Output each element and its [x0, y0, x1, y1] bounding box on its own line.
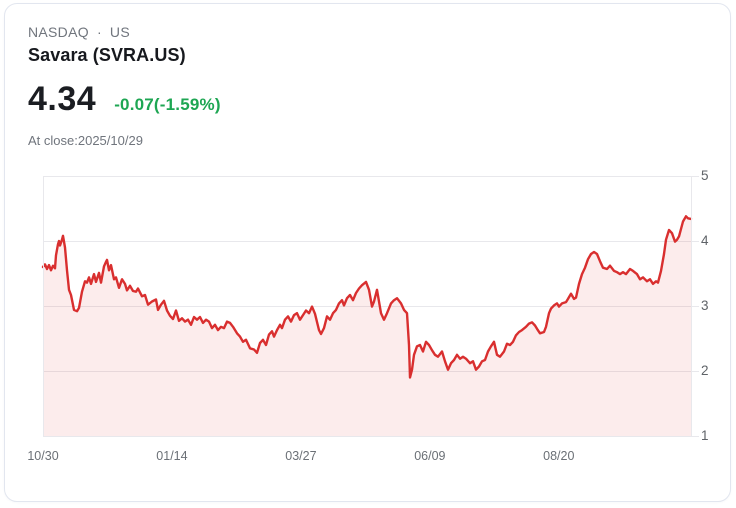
x-tick-label-06/09: 06/09: [414, 449, 446, 463]
y-tick-label-2: 2: [701, 363, 709, 378]
price-change: -0.07(-1.59%): [114, 95, 221, 114]
quote-header: NASDAQ · US Savara (SVRA.US) 4.34 -0.07(…: [5, 4, 730, 148]
plot-right-border: [691, 176, 692, 436]
plot-left-border: [43, 176, 44, 436]
price-series-svg: [41, 215, 693, 436]
price-row: 4.34 -0.07(-1.59%): [28, 82, 730, 116]
y-tick-label-1: 1: [701, 428, 709, 443]
region-label: US: [109, 24, 130, 40]
price-chart: 5 4 3 2 1 10/30 01/14 03/27 06/09 08/20: [27, 168, 729, 476]
grid-line-2: [43, 370, 699, 372]
x-tick-label-01/14: 01/14: [156, 449, 188, 463]
quote-card: NASDAQ · US Savara (SVRA.US) 4.34 -0.07(…: [4, 3, 731, 502]
x-tick-label-08/20: 08/20: [543, 449, 575, 463]
price-line: [41, 215, 693, 379]
y-tick-label-3: 3: [701, 298, 709, 313]
exchange-row: NASDAQ · US: [28, 23, 730, 41]
separator-dot-icon: ·: [96, 24, 102, 40]
exchange-name: NASDAQ: [28, 24, 89, 40]
stock-title: Savara (SVRA.US): [28, 45, 186, 65]
plot-area[interactable]: [41, 175, 699, 437]
x-tick-label-10/30: 10/30: [27, 449, 59, 463]
y-tick-label-4: 4: [701, 233, 709, 248]
area-fill: [43, 216, 691, 436]
at-close-label: At close:2025/10/29: [28, 133, 143, 148]
x-tick-label-03/27: 03/27: [285, 449, 317, 463]
y-tick-label-5: 5: [701, 168, 709, 183]
grid-line-1: [43, 435, 699, 437]
last-price: 4.34: [28, 80, 97, 118]
grid-line-5: [43, 175, 699, 177]
grid-line-4: [43, 240, 699, 242]
